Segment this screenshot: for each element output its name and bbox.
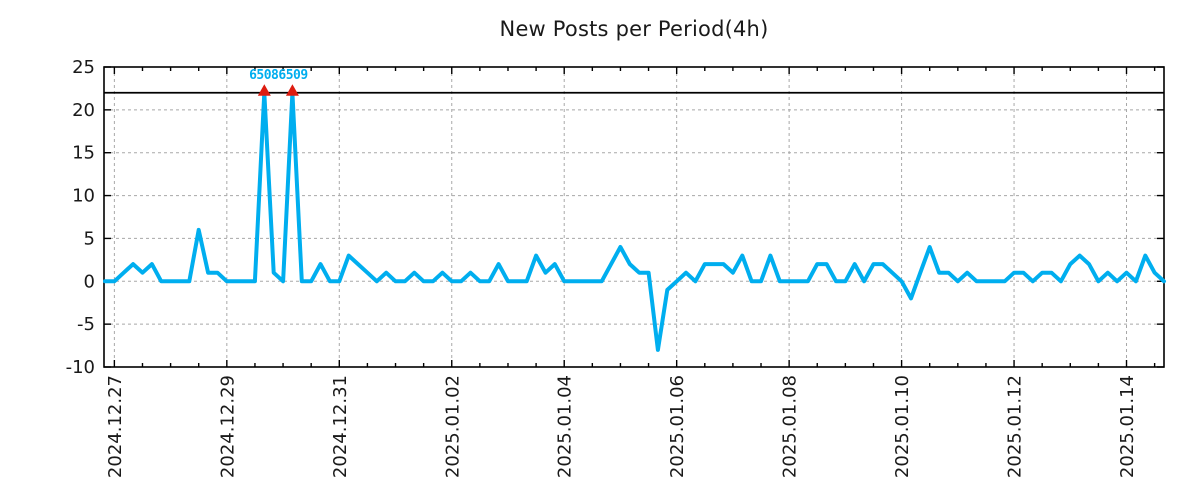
y-tick-label: 15: [72, 143, 95, 164]
x-tick-label: 2025.01.14: [1117, 375, 1138, 478]
plot-border: [103, 66, 1165, 368]
x-tick-label: 2024.12.27: [105, 375, 126, 478]
y-tick-label: 5: [84, 228, 95, 249]
peak-annotation-label: 65086509: [249, 68, 308, 83]
chart-title: New Posts per Period(4h): [499, 17, 769, 41]
x-tick-label: 2024.12.31: [330, 375, 351, 478]
peak-marker-icon: [257, 84, 271, 96]
y-tick-label: -10: [66, 357, 95, 378]
peak-marker-icon: [285, 84, 299, 96]
x-tick-label: 2025.01.10: [892, 375, 913, 478]
y-tick-label: 10: [72, 186, 95, 207]
x-tick-label: 2025.01.06: [667, 375, 688, 478]
x-tick-label: 2025.01.08: [780, 375, 801, 478]
y-tick-label: 0: [84, 271, 95, 292]
x-tick-label: 2024.12.29: [217, 375, 238, 478]
y-tick-label: 25: [72, 57, 95, 78]
y-tick-label: 20: [72, 100, 95, 121]
x-tick-label: 2025.01.04: [555, 375, 576, 478]
x-tick-label: 2025.01.02: [442, 375, 463, 478]
x-tick-label: 2025.01.12: [1005, 375, 1026, 478]
data-line: [103, 90, 1166, 352]
y-tick-label: -5: [77, 314, 95, 335]
